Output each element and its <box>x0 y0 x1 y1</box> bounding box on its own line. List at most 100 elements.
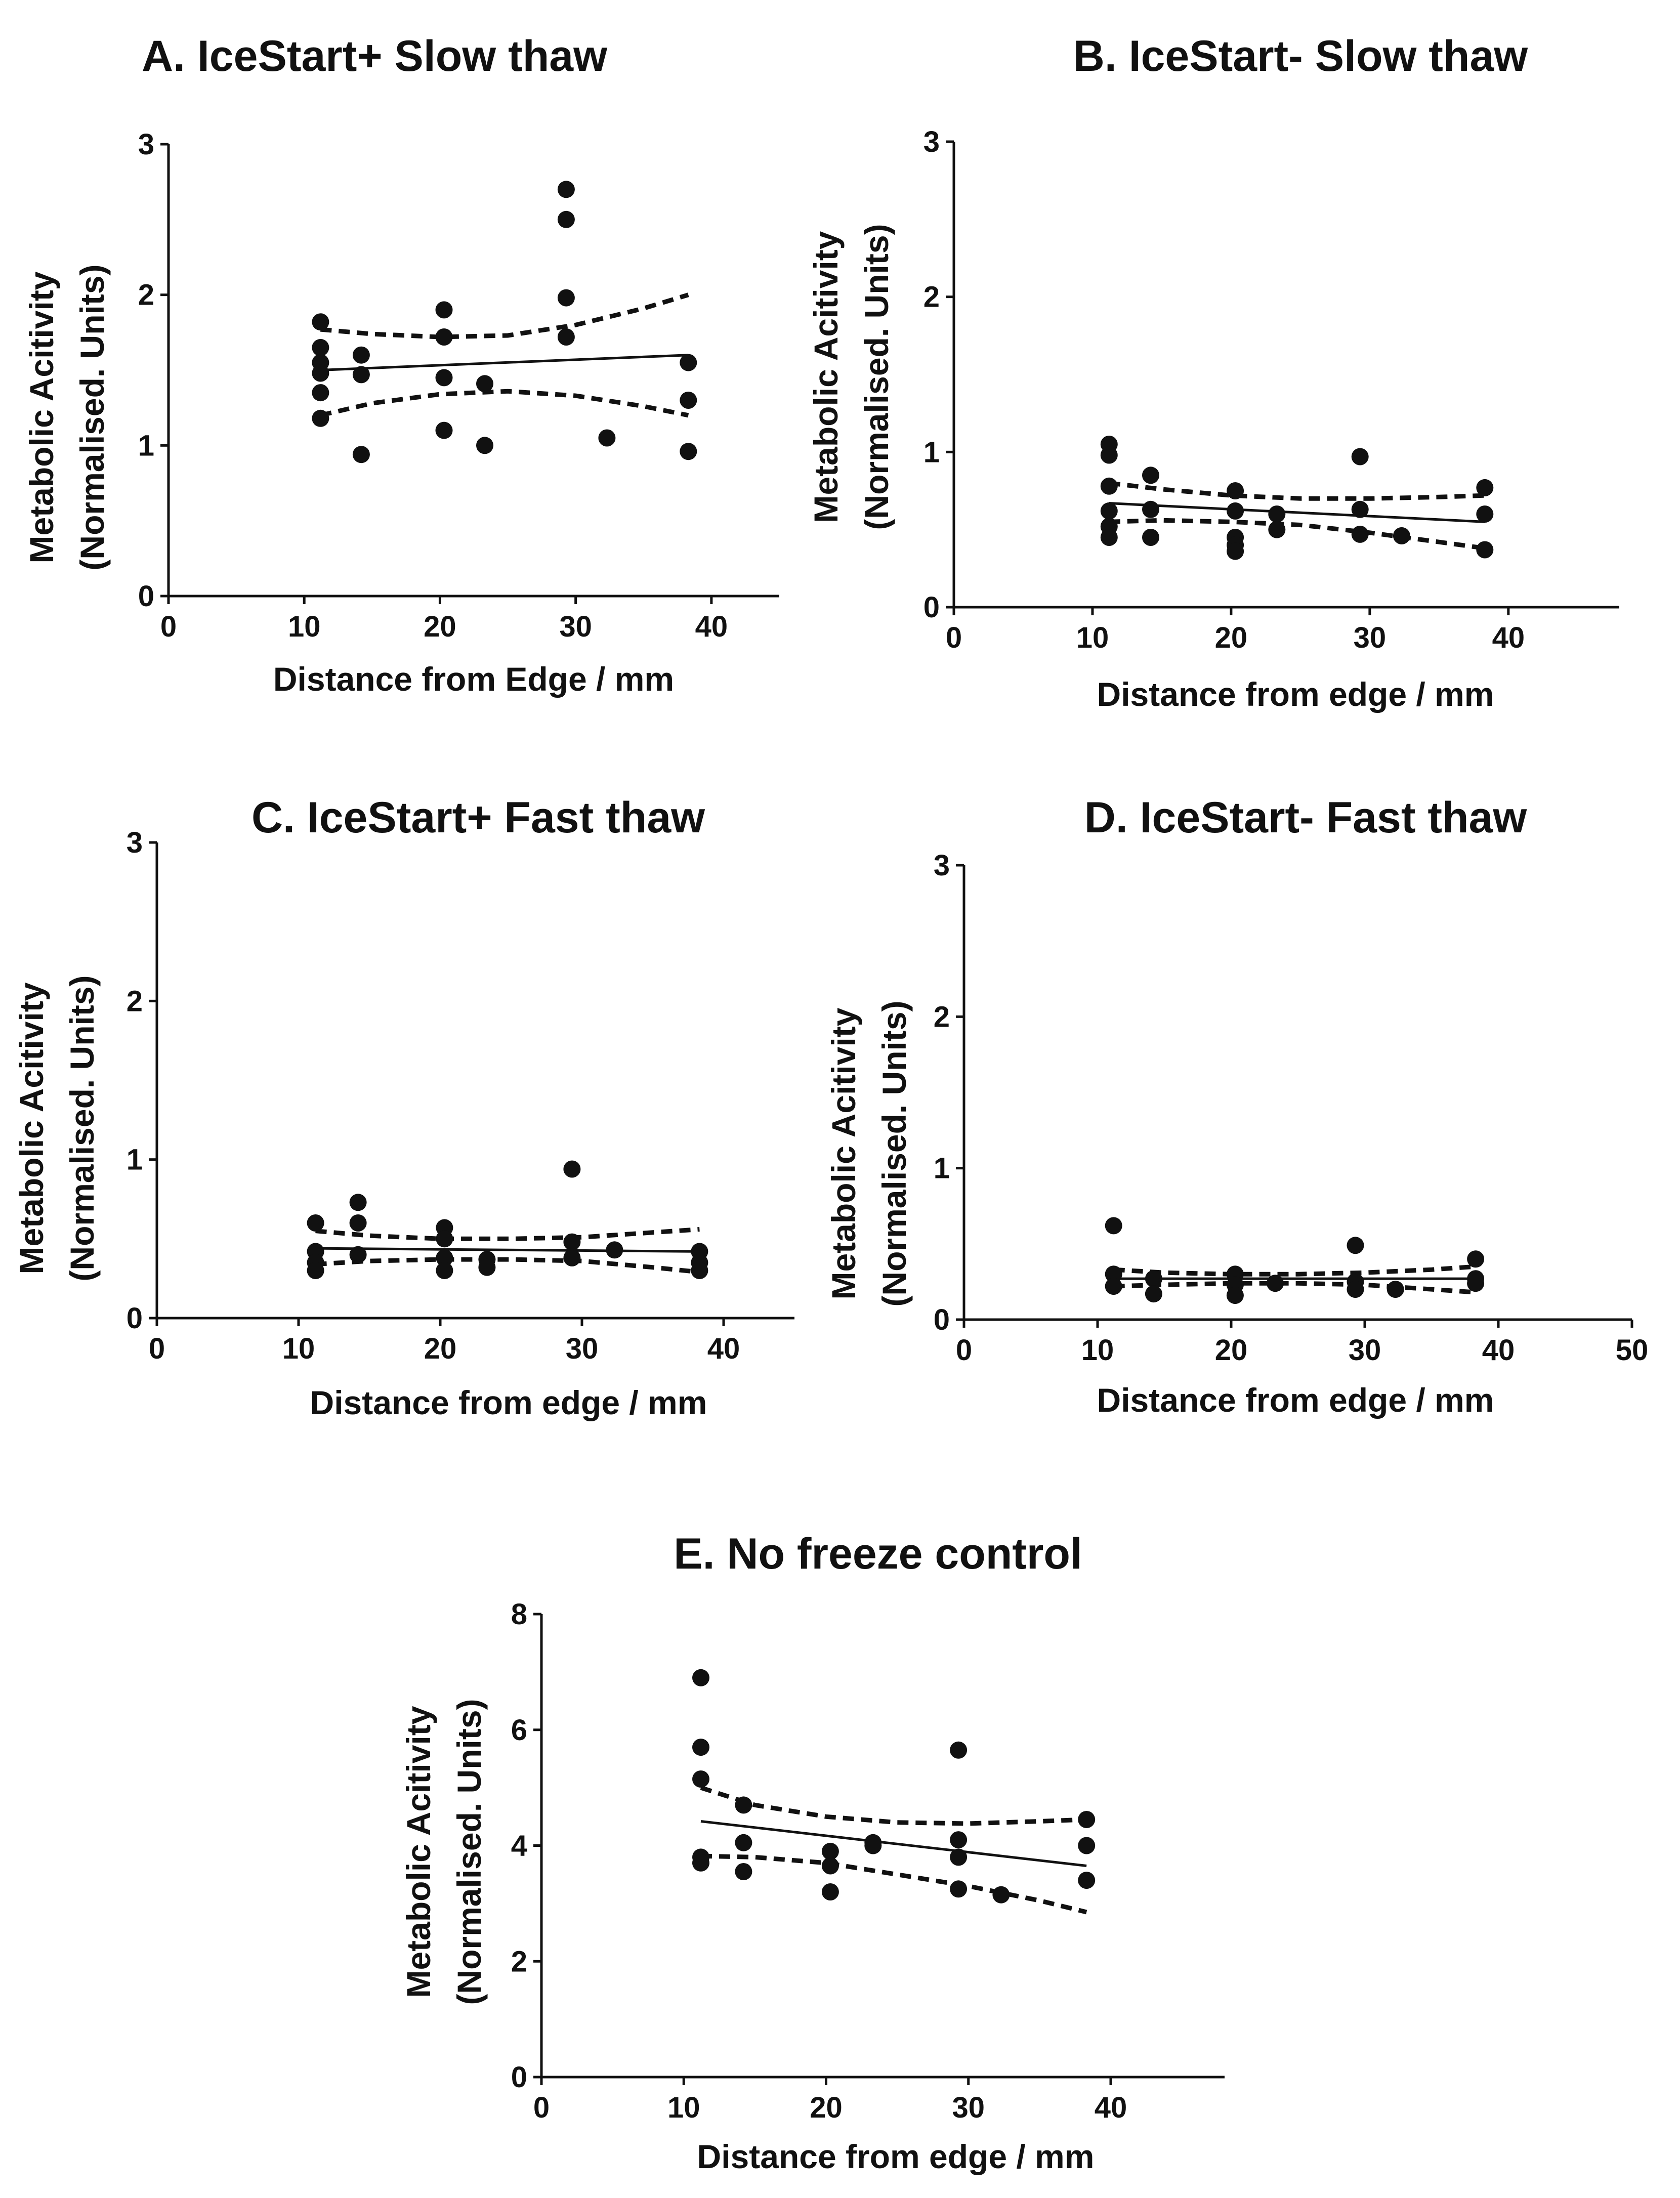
panel-c-y-tick-label: 2 <box>127 985 143 1018</box>
panel-b-data-point <box>1227 482 1244 499</box>
panel-b-data-point <box>1227 502 1244 520</box>
panel-a-ci-lower <box>320 389 689 418</box>
panel-d-data-point <box>1145 1270 1162 1288</box>
panel-b-ylabel-line2: (Normalised. Units) <box>858 224 895 530</box>
panel-a-ci-upper <box>320 292 689 340</box>
panel-b-x-tick-label: 30 <box>1354 621 1387 654</box>
panel-a-data-point <box>435 421 453 439</box>
panel-a-data-point <box>476 437 493 454</box>
panel-d-y-tick-label: 2 <box>934 1000 950 1033</box>
panel-b-data-point <box>1351 525 1369 543</box>
panel-e-ci-upper <box>700 1785 1087 1826</box>
panel-d-ci-lower <box>1113 1281 1476 1295</box>
panel-c-x-tick-label: 20 <box>424 1332 457 1365</box>
panel-e-xlabel: Distance from edge / mm <box>697 2138 1095 2175</box>
panel-c: C. IceStart+ Fast thaw Metabolic Acitivi… <box>13 793 794 1421</box>
panel-c-y-tick-label: 1 <box>127 1144 143 1176</box>
panel-a-x-tick-label: 20 <box>424 610 456 643</box>
panel-a-title: A. IceStart+ Slow thaw <box>142 32 608 80</box>
panel-b-y-tick-label: 1 <box>923 436 940 469</box>
panel-a-ylabel-line2: (Normalised. Units) <box>73 264 111 570</box>
panel-e-data-point <box>692 1669 709 1686</box>
panel-a-data-point <box>352 366 370 384</box>
panel-d-ylabel-line1: Metabolic Acitivity <box>825 1007 862 1299</box>
panel-e-data-point <box>1078 1837 1096 1854</box>
panel-a-data-point <box>312 339 329 356</box>
panel-a-data-point <box>352 446 370 463</box>
panel-a-x-tick-label: 30 <box>559 610 592 643</box>
panel-c-x-tick-label: 30 <box>566 1332 599 1365</box>
panel-b-data-point <box>1100 529 1118 546</box>
panel-c-data-point <box>563 1249 581 1266</box>
panel-b-data-point <box>1100 502 1118 520</box>
panel-e-title: E. No freeze control <box>674 1530 1082 1578</box>
panel-e-data-point <box>1078 1872 1096 1889</box>
panel-d-data-point <box>1387 1281 1404 1298</box>
panel-a-xlabel: Distance from Edge / mm <box>273 660 674 698</box>
panel-b-y-tick-label: 0 <box>923 591 940 624</box>
panel-d-data-point <box>1105 1278 1122 1295</box>
panel-b-ci-lower <box>1109 518 1485 551</box>
panel-b-x-tick-label: 0 <box>946 621 962 654</box>
panel-b-data-point <box>1227 542 1244 560</box>
panel-e-x-tick-label: 20 <box>810 2091 843 2124</box>
panel-a-data-point <box>435 301 453 319</box>
panel-d-data-point <box>1105 1217 1122 1235</box>
panel-d-data-point <box>1467 1275 1485 1292</box>
panel-d-data-point <box>1105 1265 1122 1283</box>
panel-e-y-tick-label: 2 <box>511 1945 527 1978</box>
panel-e-ylabel-line2: (Normalised. Units) <box>450 1699 488 2005</box>
panel-c-xlabel: Distance from edge / mm <box>310 1384 707 1421</box>
panel-a-ylabel-line1: Metabolic Acitivity <box>23 271 60 563</box>
panel-d-x-tick-label: 50 <box>1616 1334 1649 1367</box>
panel-e-x-tick-label: 10 <box>667 2091 700 2124</box>
panel-b: B. IceStart- Slow thaw Metabolic Acitivi… <box>807 32 1619 713</box>
panel-a-data-point <box>435 369 453 387</box>
panel-b-fit-line <box>1109 502 1485 523</box>
panel-e-data-point <box>821 1857 839 1875</box>
panel-a-x-tick-label: 0 <box>160 610 177 643</box>
panel-a-y-tick-label: 0 <box>138 580 154 613</box>
panel-c-data-point <box>691 1262 708 1279</box>
panel-b-x-tick-label: 20 <box>1215 621 1248 654</box>
panel-e-data-point <box>735 1834 752 1851</box>
panel-e-y-tick-label: 6 <box>511 1714 527 1747</box>
panel-a: A. IceStart+ Slow thaw Metabolic Acitivi… <box>23 32 779 698</box>
panel-e-y-tick-label: 0 <box>511 2061 527 2094</box>
panel-d-x-tick-label: 0 <box>956 1334 972 1367</box>
panel-c-data-point <box>307 1262 324 1279</box>
panel-e-data-point <box>692 1739 709 1756</box>
panel-e-data-point <box>692 1770 709 1788</box>
panel-a-data-point <box>312 384 329 402</box>
panel-e-ylabel-line1: Metabolic Acitivity <box>400 1706 437 1998</box>
panel-a-data-point <box>557 289 575 307</box>
panel-b-data-point <box>1476 479 1494 496</box>
panel-c-data-point <box>307 1214 324 1232</box>
panel-c-title: C. IceStart+ Fast thaw <box>251 793 705 842</box>
panel-a-fit-line <box>320 354 689 371</box>
panel-e-data-point <box>950 1831 968 1849</box>
panel-e-data-point <box>821 1883 839 1900</box>
panel-d-data-point <box>1226 1287 1244 1304</box>
panel-c-data-point <box>436 1249 453 1266</box>
panel-d-x-tick-label: 40 <box>1482 1334 1515 1367</box>
panel-a-data-point <box>435 328 453 346</box>
panel-b-data-point <box>1142 529 1159 546</box>
panel-a-data-point <box>352 346 370 364</box>
panel-e-x-tick-label: 0 <box>533 2091 550 2124</box>
panel-c-data-point <box>563 1160 581 1178</box>
panel-d-data-point <box>1267 1275 1284 1292</box>
panel-b-data-point <box>1268 521 1286 538</box>
panel-b-xlabel: Distance from edge / mm <box>1097 675 1494 713</box>
panel-b-ylabel-line1: Metabolic Acitivity <box>807 231 845 523</box>
panel-e-data-point <box>735 1863 752 1880</box>
panel-b-data-point <box>1100 477 1118 495</box>
panel-d-data-point <box>1145 1285 1162 1303</box>
panel-c-x-tick-label: 0 <box>149 1332 165 1365</box>
panel-c-data-point <box>436 1262 453 1279</box>
panel-b-data-point <box>1476 541 1494 559</box>
panel-b-x-tick-label: 10 <box>1076 621 1109 654</box>
panel-c-y-tick-label: 0 <box>127 1302 143 1335</box>
panel-c-ci-upper <box>315 1227 700 1241</box>
panel-b-data-point <box>1142 467 1159 484</box>
